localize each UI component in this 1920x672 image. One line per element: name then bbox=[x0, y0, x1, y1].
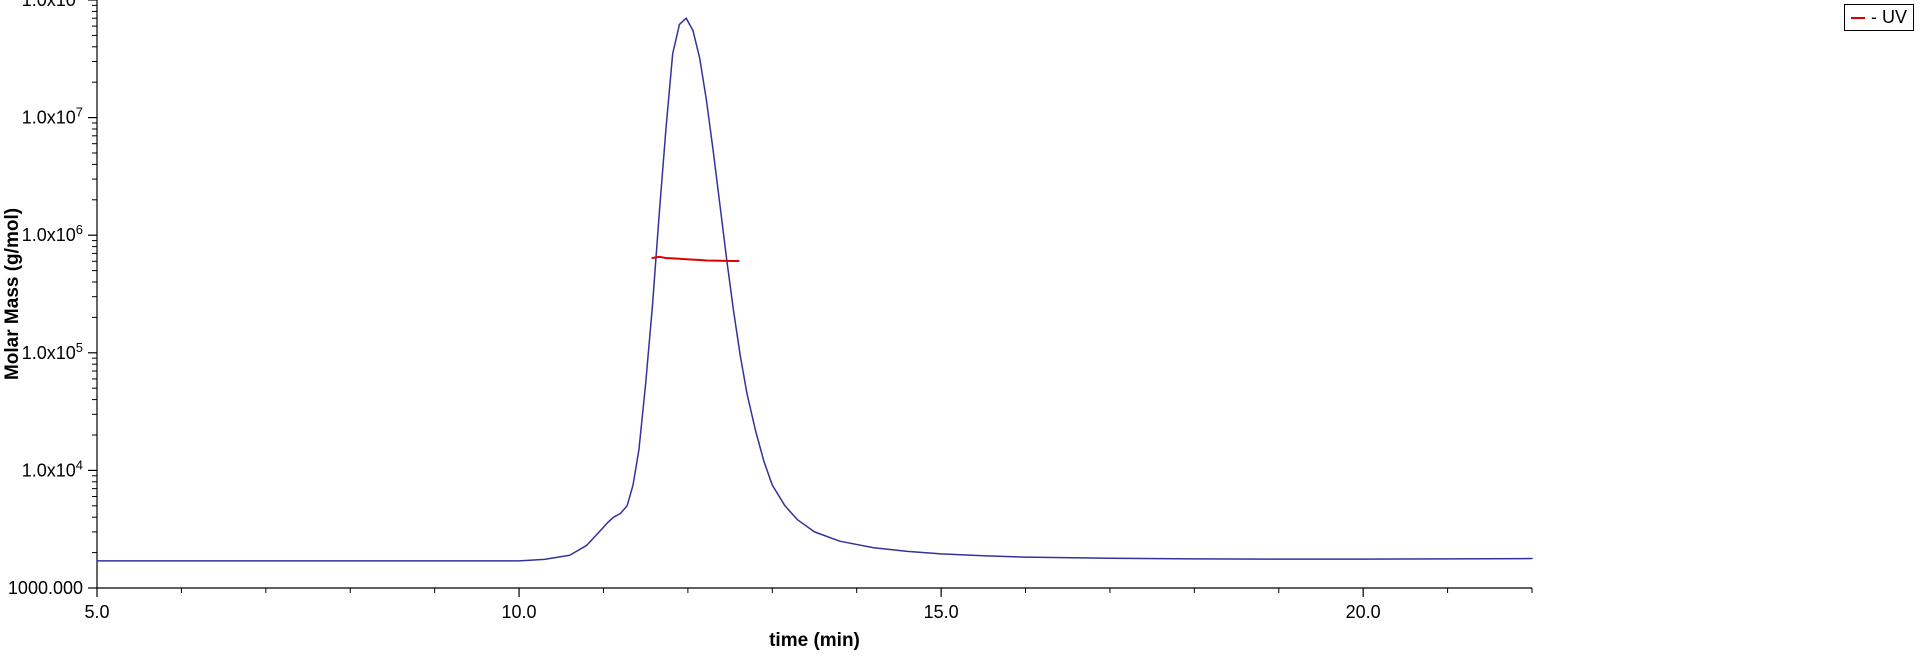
svg-text:1.0x108: 1.0x108 bbox=[22, 0, 83, 10]
svg-text:5.0: 5.0 bbox=[84, 602, 109, 622]
svg-text:Molar Mass (g/mol): Molar Mass (g/mol) bbox=[2, 208, 23, 380]
svg-text:time (min): time (min) bbox=[769, 630, 860, 651]
chromatogram-chart: 5.0 10.0 15.0 20.0 time (min) 1000.000 1.0x104… bbox=[0, 0, 1920, 672]
chart-svg: 5.0 10.0 15.0 20.0 time (min) 1000.000 1.0x104… bbox=[0, 0, 1920, 672]
svg-text:1000.000: 1000.000 bbox=[8, 578, 83, 598]
legend-swatch bbox=[1851, 17, 1865, 19]
svg-text:1.0x107: 1.0x107 bbox=[22, 104, 83, 128]
svg-text:15.0: 15.0 bbox=[924, 602, 959, 622]
legend-dash: - bbox=[1871, 7, 1877, 27]
svg-text:10.0: 10.0 bbox=[502, 602, 537, 622]
svg-text:1.0x105: 1.0x105 bbox=[22, 339, 83, 363]
svg-text:1.0x104: 1.0x104 bbox=[22, 457, 83, 481]
svg-text:1.0x106: 1.0x106 bbox=[22, 222, 83, 246]
legend-label: - UV bbox=[1871, 7, 1907, 28]
svg-text:20.0: 20.0 bbox=[1346, 602, 1381, 622]
legend: - UV bbox=[1844, 4, 1914, 31]
